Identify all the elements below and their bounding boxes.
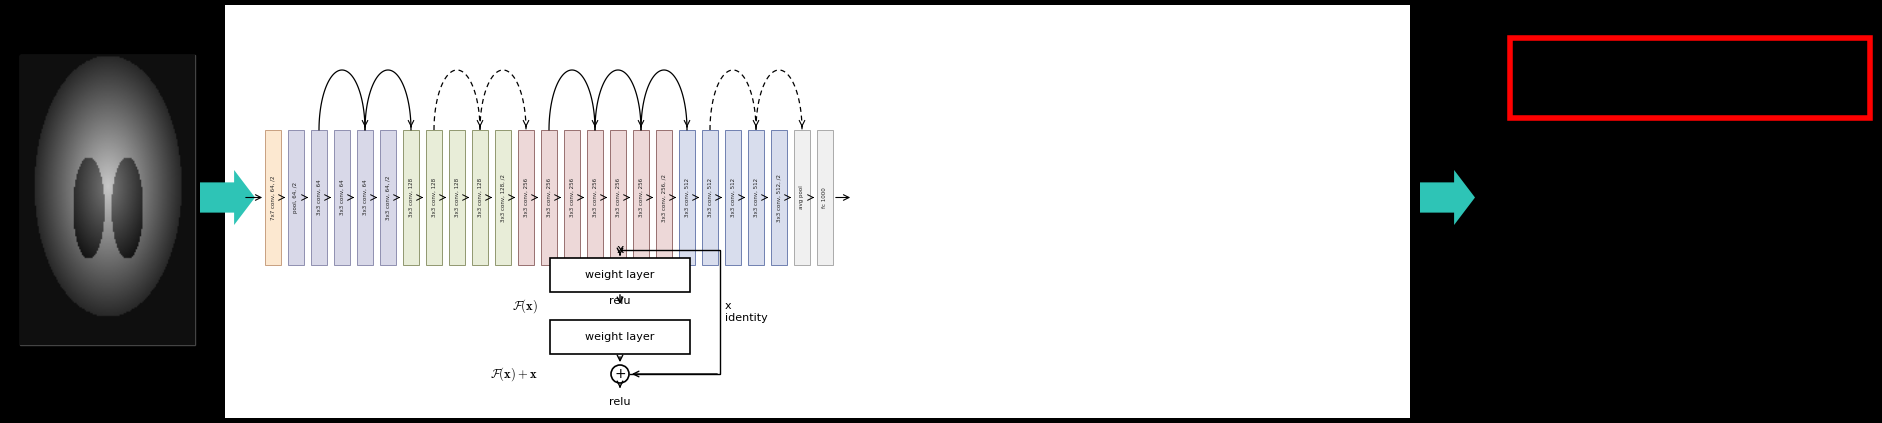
FancyBboxPatch shape [632,130,649,265]
FancyBboxPatch shape [587,130,602,265]
FancyBboxPatch shape [495,130,510,265]
Text: pool, 64, /2: pool, 64, /2 [294,182,299,213]
Text: 7x7 conv, 64, /2: 7x7 conv, 64, /2 [271,175,275,220]
Text: $\mathcal{F}(\mathbf{x})$: $\mathcal{F}(\mathbf{x})$ [512,297,538,315]
FancyBboxPatch shape [518,130,534,265]
Text: avg pool: avg pool [800,186,804,209]
Bar [21,55,196,345]
FancyBboxPatch shape [770,130,787,265]
FancyBboxPatch shape [403,130,420,265]
FancyBboxPatch shape [333,130,350,265]
Text: 3x3 conv, 128, /2: 3x3 conv, 128, /2 [501,173,504,222]
FancyBboxPatch shape [472,130,487,265]
FancyBboxPatch shape [679,130,694,265]
Text: 3x3 conv, 128: 3x3 conv, 128 [478,178,482,217]
FancyBboxPatch shape [358,130,373,265]
FancyBboxPatch shape [725,130,742,265]
Text: weight layer: weight layer [585,270,655,280]
Text: relu: relu [610,296,630,306]
FancyBboxPatch shape [288,130,303,265]
Text: 3x3 conv, 512: 3x3 conv, 512 [708,178,711,217]
FancyBboxPatch shape [610,130,625,265]
Text: x
identity: x identity [725,301,768,323]
FancyBboxPatch shape [702,130,717,265]
Text: weight layer: weight layer [585,332,655,342]
Text: 3x3 conv, 256: 3x3 conv, 256 [615,178,621,217]
FancyBboxPatch shape [540,130,557,265]
Text: 3x3 conv, 256: 3x3 conv, 256 [593,178,597,217]
Text: 3x3 conv, 256: 3x3 conv, 256 [568,178,574,217]
Circle shape [610,365,629,383]
Text: 3x3 conv, 512: 3x3 conv, 512 [753,178,758,217]
Text: 3x3 conv, 512: 3x3 conv, 512 [730,178,736,217]
FancyBboxPatch shape [817,130,832,265]
Text: 3x3 conv, 128: 3x3 conv, 128 [408,178,414,217]
Text: 3x3 conv, 512: 3x3 conv, 512 [685,178,689,217]
Text: 3x3 conv, 256: 3x3 conv, 256 [546,178,551,217]
Text: 3x3 conv, 64: 3x3 conv, 64 [363,180,367,215]
Text: 3x3 conv, 256: 3x3 conv, 256 [638,178,644,217]
Text: 3x3 conv, 256: 3x3 conv, 256 [523,178,529,217]
FancyBboxPatch shape [655,130,672,265]
FancyBboxPatch shape [425,130,442,265]
FancyBboxPatch shape [265,130,280,265]
FancyBboxPatch shape [380,130,395,265]
Text: +: + [614,367,625,381]
Polygon shape [1419,170,1474,225]
FancyBboxPatch shape [311,130,327,265]
FancyBboxPatch shape [550,320,689,354]
Text: 3x3 conv, 512, /2: 3x3 conv, 512, /2 [775,173,781,222]
Text: fc 1000: fc 1000 [822,187,826,208]
Bar [224,5,1410,418]
FancyBboxPatch shape [794,130,809,265]
Polygon shape [199,170,254,225]
Text: 3x3 conv, 128: 3x3 conv, 128 [454,178,459,217]
FancyBboxPatch shape [747,130,764,265]
Text: 3x3 conv, 256, /2: 3x3 conv, 256, /2 [661,173,666,222]
Text: 3x3 conv, 64: 3x3 conv, 64 [316,180,322,215]
Text: 3x3 conv, 64: 3x3 conv, 64 [339,180,344,215]
FancyBboxPatch shape [565,130,580,265]
FancyBboxPatch shape [448,130,465,265]
Text: 3x3 conv, 64, /2: 3x3 conv, 64, /2 [386,175,390,220]
Text: x: x [615,243,623,256]
Text: $\mathcal{F}(\mathbf{x})+\mathbf{x}$: $\mathcal{F}(\mathbf{x})+\mathbf{x}$ [489,365,538,383]
Bar [1509,38,1869,118]
FancyBboxPatch shape [550,258,689,292]
Text: relu: relu [610,397,630,407]
Text: 3x3 conv, 128: 3x3 conv, 128 [431,178,437,217]
